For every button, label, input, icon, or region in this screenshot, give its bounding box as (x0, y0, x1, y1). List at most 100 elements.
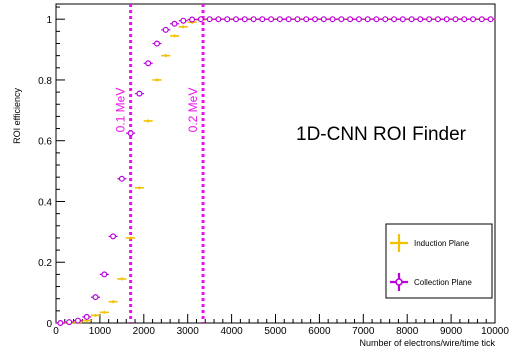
collection-marker (312, 16, 319, 23)
legend-marker-collection (390, 273, 408, 291)
collection-marker (206, 16, 213, 23)
y-tick-label: 0 (46, 319, 52, 330)
collection-marker (320, 16, 327, 23)
collection-point (152, 40, 162, 47)
x-tick-label: 6000 (308, 326, 331, 337)
collection-point (275, 16, 285, 23)
collection-marker (250, 16, 257, 23)
collection-marker (303, 16, 310, 23)
collection-marker (487, 16, 494, 23)
collection-point (178, 17, 188, 24)
collection-marker (399, 16, 406, 23)
collection-marker (391, 16, 398, 23)
collection-marker (101, 271, 108, 278)
collection-marker (452, 16, 459, 23)
collection-marker (470, 16, 477, 23)
reference-line-label: 0.1 MeV (114, 88, 128, 133)
induction-point (143, 119, 153, 123)
collection-point (292, 16, 302, 23)
collection-marker (118, 175, 125, 182)
y-axis-label: ROI efficiency (12, 88, 22, 144)
collection-marker (417, 16, 424, 23)
induction-point (152, 78, 162, 82)
collection-point (134, 90, 144, 97)
collection-point (161, 26, 171, 33)
collection-marker (74, 317, 81, 324)
x-tick-label: 1000 (89, 326, 112, 337)
legend: Induction Plane Collection Plane (385, 223, 493, 299)
collection-marker (364, 16, 371, 23)
chart-annotation: 1D-CNN ROI Finder (296, 124, 467, 145)
collection-point (231, 16, 241, 23)
collection-point (389, 16, 399, 23)
collection-marker (276, 16, 283, 23)
collection-marker (259, 16, 266, 23)
collection-marker (92, 294, 99, 301)
collection-point (196, 16, 206, 23)
collection-marker (461, 16, 468, 23)
collection-marker (294, 16, 301, 23)
induction-point (99, 310, 109, 314)
collection-marker (443, 16, 450, 23)
collection-marker (127, 130, 134, 137)
collection-marker (426, 16, 433, 23)
collection-marker (355, 16, 362, 23)
x-tick-label: 8000 (396, 326, 419, 337)
y-tick-label: 0.2 (38, 258, 52, 269)
collection-marker (66, 319, 73, 326)
collection-point (143, 60, 153, 67)
y-tick-label: 1 (46, 15, 52, 26)
collection-point (319, 16, 329, 23)
collection-point (117, 175, 127, 182)
induction-point (108, 300, 118, 304)
x-tick-label: 7000 (352, 326, 375, 337)
collection-point (371, 16, 381, 23)
collection-point (398, 16, 408, 23)
x-tick-label: 0 (53, 326, 59, 337)
legend-box (385, 223, 493, 299)
collection-marker (338, 16, 345, 23)
induction-point (117, 277, 127, 281)
collection-marker (171, 20, 178, 27)
collection-marker (110, 233, 117, 240)
legend-label-induction: Induction Plane (414, 239, 470, 248)
induction-point (161, 54, 171, 58)
collection-marker (197, 16, 204, 23)
collection-point (450, 16, 460, 23)
collection-point (354, 16, 364, 23)
collection-point (363, 16, 373, 23)
x-tick-label: 5000 (264, 326, 287, 337)
collection-marker (434, 16, 441, 23)
collection-marker (189, 16, 196, 23)
collection-point (407, 16, 417, 23)
collection-point (257, 16, 267, 23)
collection-marker (136, 90, 143, 97)
legend-circle (395, 278, 403, 286)
collection-point (310, 16, 320, 23)
reference-line-label: 0.2 MeV (186, 88, 200, 133)
collection-marker (285, 16, 292, 23)
collection-point (91, 294, 101, 301)
collection-point (486, 16, 496, 23)
collection-point (82, 313, 92, 320)
collection-marker (153, 40, 160, 47)
collection-point (477, 16, 487, 23)
collection-marker (329, 16, 336, 23)
legend-marker-induction (390, 234, 408, 252)
collection-marker (83, 313, 90, 320)
collection-marker (180, 17, 187, 24)
collection-marker (224, 16, 231, 23)
induction-point (91, 313, 101, 317)
collection-marker (57, 320, 64, 327)
collection-point (126, 130, 136, 137)
collection-point (55, 320, 65, 327)
collection-point (433, 16, 443, 23)
collection-point (73, 317, 83, 324)
collection-marker (347, 16, 354, 23)
collection-point (240, 16, 250, 23)
collection-point (415, 16, 425, 23)
collection-point (284, 16, 294, 23)
collection-point (108, 233, 118, 240)
collection-marker (232, 16, 239, 23)
